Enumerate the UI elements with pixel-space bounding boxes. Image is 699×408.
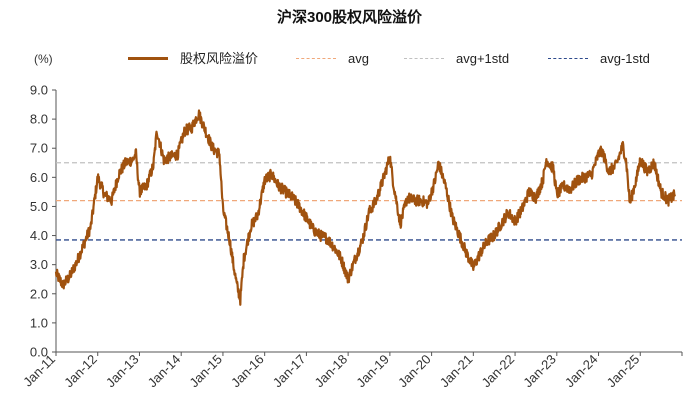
series-line-erp <box>54 109 677 306</box>
x-tick-label: Jan-21 <box>437 352 476 391</box>
x-tick-label: Jan-12 <box>61 352 100 391</box>
x-tick-label: Jan-22 <box>478 352 517 391</box>
legend-label-avg: avg <box>348 51 369 66</box>
legend-swatch-avg <box>296 58 336 59</box>
chart-title: 沪深300股权风险溢价 <box>276 9 423 26</box>
x-tick-label: Jan-14 <box>145 352 184 391</box>
legend-swatch-avg-minus <box>548 58 588 59</box>
y-tick-label: 7.0 <box>30 141 48 156</box>
x-tick-label: Jan-18 <box>312 352 351 391</box>
x-tick-label: Jan-15 <box>186 352 225 391</box>
y-tick-label: 1.0 <box>30 315 48 330</box>
x-tick-label: Jan-24 <box>562 352 601 391</box>
y-unit-label: (%) <box>34 52 53 66</box>
y-tick-label: 8.0 <box>30 112 48 127</box>
legend-label-erp: 股权风险溢价 <box>180 51 259 66</box>
x-tick-label: Jan-13 <box>103 352 142 391</box>
y-tick-label: 3.0 <box>30 257 48 272</box>
legend-label-avg-plus: avg+1std <box>456 51 510 66</box>
legend-swatch-erp <box>128 57 168 60</box>
y-tick-label: 0.0 <box>30 345 48 360</box>
x-tick-label: Jan-17 <box>270 352 309 391</box>
legend-label-avg-minus: avg-1std <box>600 51 650 66</box>
y-tick-label: 6.0 <box>30 170 48 185</box>
y-tick-label: 2.0 <box>30 286 48 301</box>
x-tick-label: Jan-20 <box>395 352 434 391</box>
x-tick-label: Jan-23 <box>520 352 559 391</box>
y-tick-label: 5.0 <box>30 199 48 214</box>
x-tick-label: Jan-19 <box>353 352 392 391</box>
x-tick-label: Jan-25 <box>604 352 643 391</box>
y-tick-label: 9.0 <box>30 83 48 98</box>
legend-swatch-avg-plus <box>404 58 444 59</box>
x-tick-label: Jan-16 <box>228 352 267 391</box>
y-tick-label: 4.0 <box>30 228 48 243</box>
